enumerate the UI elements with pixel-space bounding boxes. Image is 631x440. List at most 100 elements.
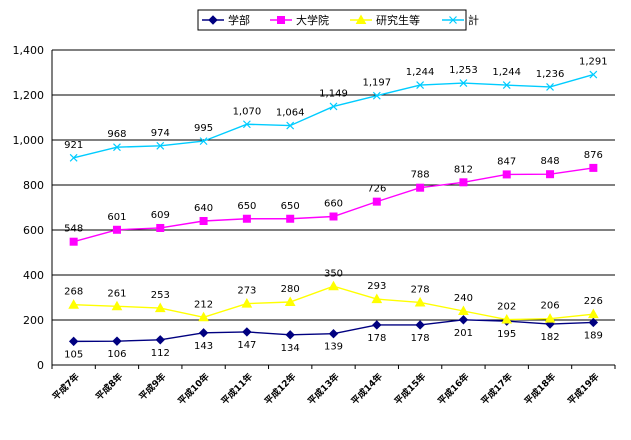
data-label: 134 xyxy=(281,343,300,354)
data-point-marker xyxy=(242,214,251,223)
data-label: 280 xyxy=(281,284,300,295)
y-tick-label: 200 xyxy=(23,314,44,327)
series-layer xyxy=(68,70,599,347)
y-tick-label: 1,400 xyxy=(13,44,45,57)
data-labels: 105 106 112 143 147 134 139 178 178 201 195 182 189 5… xyxy=(64,57,608,361)
data-point-marker xyxy=(587,308,599,319)
data-label: 240 xyxy=(454,293,473,304)
data-point-marker xyxy=(502,170,511,179)
data-point-marker xyxy=(111,300,123,311)
data-point-marker xyxy=(198,328,209,338)
data-label: 226 xyxy=(584,296,603,307)
data-label: 726 xyxy=(367,184,386,195)
x-tick-label: 平成13年 xyxy=(305,371,341,407)
data-point-marker xyxy=(544,313,556,323)
data-point-marker xyxy=(198,311,209,322)
data-point-marker xyxy=(156,223,165,232)
data-label: 1,291 xyxy=(579,57,608,68)
data-label: 278 xyxy=(411,284,430,295)
data-label: 273 xyxy=(237,286,256,297)
x-tick-label: 平成12年 xyxy=(262,371,298,407)
y-tick-label: 1,200 xyxy=(13,89,45,102)
data-point-marker xyxy=(414,296,426,307)
legend-label: 学部 xyxy=(228,13,250,27)
data-label: 788 xyxy=(411,170,430,181)
data-point-marker xyxy=(501,314,513,324)
data-point-marker xyxy=(546,82,554,91)
legend: 学部 大学院 研究生等 計 xyxy=(197,9,479,31)
data-label: 1,236 xyxy=(536,69,565,80)
data-point-marker xyxy=(112,225,121,234)
data-point-marker xyxy=(208,15,218,25)
data-label: 112 xyxy=(151,348,170,359)
data-label: 253 xyxy=(151,290,170,301)
data-point-marker xyxy=(329,212,338,221)
data-label: 139 xyxy=(324,342,343,353)
gridlines xyxy=(52,49,615,321)
series-1 xyxy=(69,163,598,246)
data-point-marker xyxy=(459,79,468,87)
data-point-marker xyxy=(68,336,79,347)
x-tick-label: 平成11年 xyxy=(219,371,255,407)
data-label: 968 xyxy=(107,129,126,140)
data-point-marker xyxy=(589,163,598,172)
data-point-marker xyxy=(199,217,208,225)
data-label: 178 xyxy=(367,333,386,344)
y-tick-label: 800 xyxy=(23,179,44,192)
data-point-marker xyxy=(415,320,425,330)
data-point-marker xyxy=(277,16,285,24)
data-point-marker xyxy=(329,102,338,111)
data-label: 650 xyxy=(281,201,300,212)
data-label: 1,253 xyxy=(449,65,478,76)
data-label: 1,244 xyxy=(406,67,435,78)
data-label: 1,149 xyxy=(319,88,348,99)
data-label: 182 xyxy=(540,332,559,343)
legend-item: 学部 xyxy=(202,13,250,27)
data-point-marker xyxy=(372,197,381,206)
data-point-marker xyxy=(199,137,208,146)
x-tick-label: 平成10年 xyxy=(175,371,211,407)
x-tick-label: 平成19年 xyxy=(565,371,601,407)
data-label: 876 xyxy=(584,150,603,161)
data-label: 212 xyxy=(194,299,213,310)
data-point-marker xyxy=(286,214,295,223)
data-point-marker xyxy=(284,296,296,306)
data-label: 660 xyxy=(324,199,343,210)
data-label: 921 xyxy=(64,140,83,151)
legend-label: 大学院 xyxy=(296,13,329,27)
data-label: 974 xyxy=(151,128,170,139)
data-label: 1,064 xyxy=(276,108,305,119)
x-tick-label: 平成16年 xyxy=(435,371,471,407)
x-tick-label: 平成15年 xyxy=(392,371,428,407)
data-label: 293 xyxy=(367,281,386,292)
data-label: 995 xyxy=(194,123,213,134)
series-line xyxy=(73,73,594,159)
data-point-marker xyxy=(113,143,121,152)
data-label: 261 xyxy=(107,288,126,299)
y-tick-label: 1,000 xyxy=(13,134,45,147)
x-tick-label: 平成14年 xyxy=(348,371,384,407)
x-tick-label: 平成18年 xyxy=(522,371,558,407)
data-point-marker xyxy=(459,178,468,187)
data-label: 1,197 xyxy=(362,78,391,89)
data-label: 268 xyxy=(64,287,83,298)
data-label: 189 xyxy=(584,330,603,341)
data-point-marker xyxy=(328,280,339,291)
data-point-marker xyxy=(155,335,165,345)
data-point-marker xyxy=(68,299,80,309)
data-point-marker xyxy=(328,329,339,339)
data-label: 178 xyxy=(411,333,430,344)
data-point-marker xyxy=(372,320,382,330)
data-label: 147 xyxy=(237,340,256,351)
data-point-marker xyxy=(286,121,295,130)
data-point-marker xyxy=(502,81,511,90)
x-tick-label: 平成7年 xyxy=(50,371,82,403)
legend-label: 研究生等 xyxy=(376,13,420,27)
data-label: 812 xyxy=(454,164,473,175)
data-label: 601 xyxy=(107,212,126,223)
data-label: 1,244 xyxy=(492,67,521,78)
data-point-marker xyxy=(242,120,251,129)
data-point-marker xyxy=(416,183,425,192)
